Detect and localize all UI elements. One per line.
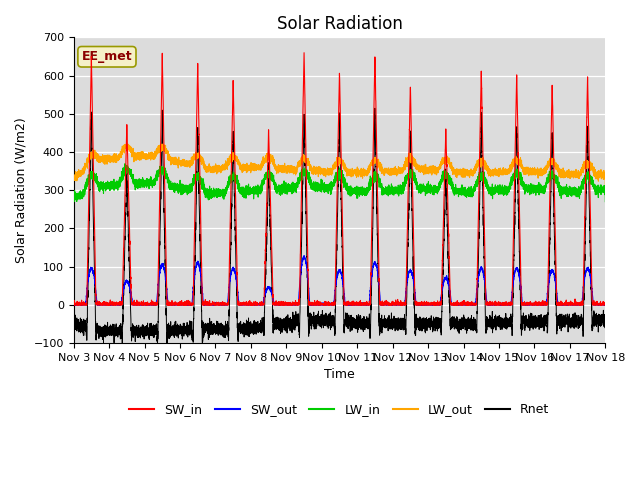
Line: Rnet: Rnet [74, 108, 605, 346]
SW_out [70, 302, 77, 308]
Line: SW_out: SW_out [74, 256, 605, 305]
Legend: SW_in, SW_out, LW_in, LW_out, Rnet: SW_in, SW_out, LW_in, LW_out, Rnet [125, 398, 554, 421]
LW_in [321, 184, 329, 190]
LW_out [579, 165, 587, 171]
SW_in [579, 295, 587, 301]
Rnet [579, 334, 587, 339]
SW_out [573, 301, 580, 307]
Rnet [474, 302, 481, 308]
Rnet [371, 106, 379, 111]
SW_out [602, 302, 609, 308]
LW_in [251, 186, 259, 192]
LW_in [474, 183, 481, 189]
SW_in [474, 261, 481, 267]
Line: SW_in: SW_in [74, 53, 605, 305]
LW_out [250, 165, 258, 171]
LW_out [70, 174, 77, 180]
Rnet [70, 324, 77, 329]
SW_in [573, 302, 580, 308]
LW_in [121, 161, 129, 167]
LW_in [573, 187, 580, 193]
LW_out [122, 142, 129, 147]
SW_out [300, 253, 308, 259]
Rnet [602, 312, 609, 318]
Rnet [459, 324, 467, 329]
LW_out [573, 169, 580, 175]
SW_in [70, 301, 77, 307]
Text: EE_met: EE_met [82, 50, 132, 63]
LW_in [70, 196, 77, 202]
Rnet [154, 343, 161, 349]
LW_in [70, 199, 78, 204]
LW_in [579, 186, 587, 192]
LW_in [602, 199, 609, 204]
Rnet [250, 328, 258, 334]
SW_in [459, 301, 467, 307]
SW_in [602, 302, 609, 308]
SW_out [250, 302, 258, 308]
X-axis label: Time: Time [324, 368, 355, 381]
Rnet [321, 315, 329, 321]
SW_out [321, 302, 329, 308]
SW_in [321, 300, 329, 306]
SW_out [458, 302, 466, 308]
Line: LW_in: LW_in [74, 164, 605, 202]
Line: LW_out: LW_out [74, 144, 605, 192]
SW_in [300, 50, 308, 56]
LW_in [459, 192, 467, 198]
LW_out [474, 165, 481, 170]
SW_in [250, 302, 258, 308]
Y-axis label: Solar Radiation (W/m2): Solar Radiation (W/m2) [15, 117, 28, 263]
LW_out [321, 170, 329, 176]
Title: Solar Radiation: Solar Radiation [276, 15, 403, 33]
LW_out [602, 189, 609, 195]
SW_out [579, 290, 587, 296]
SW_in [70, 302, 77, 308]
SW_out [474, 282, 481, 288]
Rnet [573, 317, 580, 323]
LW_out [458, 171, 466, 177]
